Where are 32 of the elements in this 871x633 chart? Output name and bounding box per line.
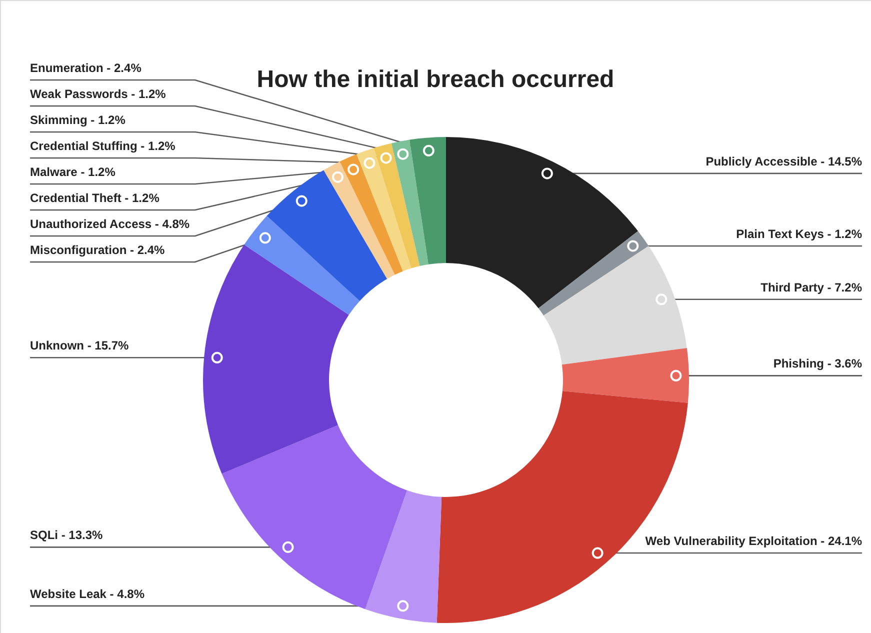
slice-label: Skimming - 1.2% bbox=[30, 113, 126, 127]
donut-slice bbox=[266, 170, 388, 301]
donut-slice bbox=[324, 161, 395, 279]
donut-slice bbox=[544, 246, 687, 365]
slice-label: Weak Passwords - 1.2% bbox=[30, 87, 166, 101]
slice-label: Phishing - 3.6% bbox=[773, 356, 862, 371]
slice-label: Website Leak - 4.8% bbox=[30, 586, 145, 601]
donut-slice bbox=[222, 425, 408, 610]
donut-slice bbox=[562, 348, 689, 403]
donut-slice bbox=[203, 244, 349, 474]
donut-slice bbox=[446, 137, 638, 308]
slice-label: Unauthorized Access - 4.8% bbox=[30, 217, 190, 231]
donut-slice bbox=[365, 490, 442, 623]
chart-title: How the initial breach occurred bbox=[256, 66, 614, 93]
slice-label: Plain Text Keys - 1.2% bbox=[736, 226, 862, 241]
slice-label: Publicly Accessible - 14.5% bbox=[706, 154, 862, 168]
slice-label: Credential Stuffing - 1.2% bbox=[30, 139, 176, 153]
slice-label: Web Vulnerability Exploitation - 24.1% bbox=[645, 534, 862, 548]
donut-slice bbox=[392, 140, 428, 266]
donut-slice bbox=[356, 148, 412, 272]
slice-label: Enumeration - 2.4% bbox=[30, 61, 142, 75]
slice-label: Credential Theft - 1.2% bbox=[30, 191, 160, 205]
slice-label: SQLi - 13.3% bbox=[30, 528, 104, 542]
donut-slice bbox=[244, 216, 360, 315]
donut-slice bbox=[374, 143, 420, 268]
slice-label: Misconfiguration - 2.4% bbox=[30, 243, 166, 257]
slice-label: Unknown - 15.7% bbox=[30, 338, 130, 353]
donut-slice bbox=[409, 137, 446, 264]
donut-slice bbox=[340, 154, 403, 275]
slice-label: Third Party - 7.2% bbox=[760, 280, 862, 294]
donut-slice bbox=[538, 231, 649, 316]
slice-label: Malware - 1.2% bbox=[30, 165, 116, 179]
